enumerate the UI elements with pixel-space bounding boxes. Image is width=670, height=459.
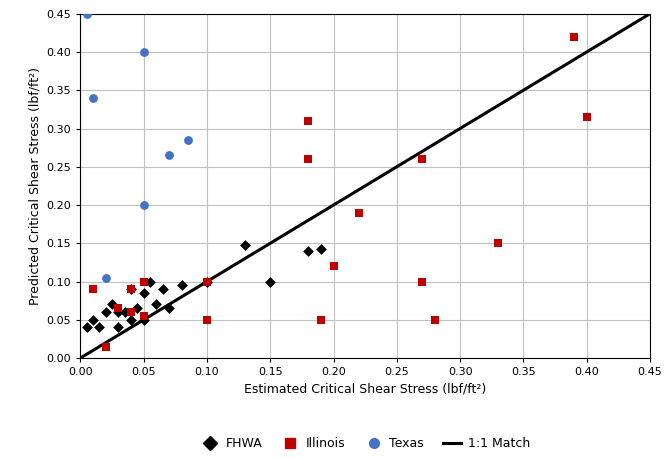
- Point: [163, 305, 174, 312]
- Point: [582, 113, 592, 121]
- Point: [492, 240, 503, 247]
- Point: [138, 316, 149, 324]
- Point: [119, 308, 130, 316]
- Point: [126, 285, 137, 293]
- Point: [100, 308, 111, 316]
- Point: [202, 278, 212, 285]
- Point: [138, 48, 149, 56]
- Point: [429, 316, 440, 324]
- Legend: FHWA, Illinois, Texas, 1:1 Match: FHWA, Illinois, Texas, 1:1 Match: [196, 432, 535, 455]
- Point: [88, 316, 98, 324]
- Point: [113, 305, 124, 312]
- Point: [138, 278, 149, 285]
- Point: [303, 247, 314, 255]
- Point: [88, 94, 98, 101]
- Point: [316, 316, 326, 324]
- Point: [113, 308, 124, 316]
- Point: [81, 10, 92, 17]
- Point: [265, 278, 275, 285]
- Point: [303, 117, 314, 124]
- Point: [202, 316, 212, 324]
- Point: [132, 305, 143, 312]
- Point: [417, 278, 427, 285]
- Point: [157, 285, 168, 293]
- Point: [151, 301, 161, 308]
- Point: [240, 241, 251, 248]
- Point: [328, 263, 339, 270]
- Point: [138, 289, 149, 297]
- Point: [354, 209, 364, 216]
- Point: [113, 324, 124, 331]
- Point: [303, 156, 314, 163]
- Point: [569, 33, 580, 40]
- Point: [126, 308, 137, 316]
- Point: [183, 136, 194, 144]
- Point: [138, 202, 149, 209]
- Point: [126, 285, 137, 293]
- Point: [100, 274, 111, 281]
- Point: [145, 278, 155, 285]
- Y-axis label: Predicted Critical Shear Stress (lbf/ft²): Predicted Critical Shear Stress (lbf/ft²…: [28, 67, 41, 305]
- Point: [163, 151, 174, 159]
- Point: [417, 156, 427, 163]
- Point: [138, 312, 149, 319]
- X-axis label: Estimated Critical Shear Stress (lbf/ft²): Estimated Critical Shear Stress (lbf/ft²…: [244, 383, 486, 396]
- Point: [316, 245, 326, 252]
- Point: [81, 324, 92, 331]
- Point: [100, 343, 111, 350]
- Point: [88, 285, 98, 293]
- Point: [202, 278, 212, 285]
- Point: [107, 301, 117, 308]
- Point: [126, 316, 137, 324]
- Point: [176, 282, 187, 289]
- Point: [94, 324, 105, 331]
